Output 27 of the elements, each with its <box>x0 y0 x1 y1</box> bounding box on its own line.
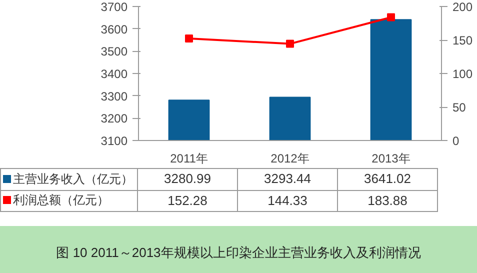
legend-label: 主营业务收入（亿元） <box>0 168 138 190</box>
x-tick-label: 2012年 <box>270 152 310 166</box>
y2-tick-label: 150 <box>452 34 473 48</box>
data-label: 3280.99 <box>138 168 238 190</box>
point <box>387 13 395 22</box>
y-tick-label: 3100 <box>100 134 128 148</box>
data-label: 3641.02 <box>338 168 438 190</box>
legend-label: 利润总额（亿元） <box>0 190 138 212</box>
y-tick-label: 3600 <box>100 22 128 36</box>
y-tick-label: 3500 <box>100 44 128 59</box>
text: 图 10 2011～2013年规模以上印染企业主营业务收入及利润情况 <box>55 244 422 262</box>
data-label: 3293.44 <box>238 168 338 190</box>
point <box>286 40 294 48</box>
data-label: 144.33 <box>238 190 338 212</box>
y-tick-label: 3300 <box>100 89 128 104</box>
y-tick-label: 3700 <box>100 0 128 14</box>
x-tick-label: 2013年 <box>372 152 410 166</box>
y-tick-label: 3200 <box>100 112 128 126</box>
y2-tick-label: 100 <box>452 67 473 81</box>
y2-tick-label: 200 <box>452 0 473 14</box>
data-label: 152.28 <box>138 190 238 212</box>
y2-tick-label: 0 <box>452 134 460 148</box>
y2-tick-label: 50 <box>452 100 466 114</box>
data-label: 183.88 <box>338 190 438 212</box>
y-tick-label: 3400 <box>100 67 128 81</box>
x-tick-label: 2011年 <box>170 152 208 166</box>
point <box>185 34 193 42</box>
